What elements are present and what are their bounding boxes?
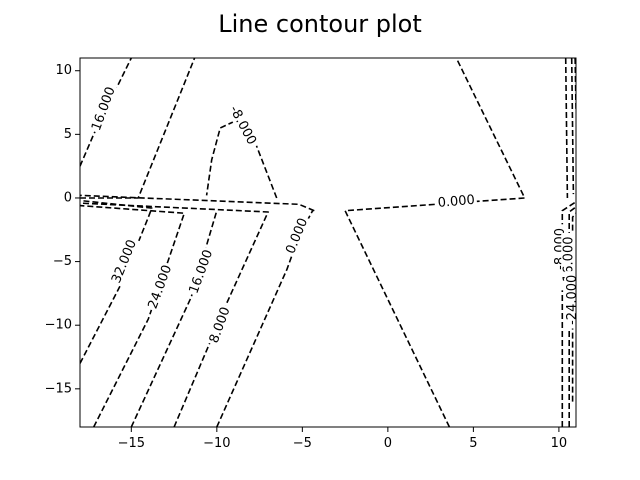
contour-label-text: 16.000 <box>89 85 119 133</box>
contour-label-0: 16.000 <box>87 83 119 135</box>
contour-label-bg <box>185 245 217 298</box>
contour-line-12 <box>568 206 576 427</box>
contour-line-2 <box>80 58 133 167</box>
contour-label-bg <box>282 214 312 258</box>
contour-label-bg <box>435 192 478 211</box>
contour-label-7: 0.000 <box>435 192 478 211</box>
y-tick-label: −5 <box>53 254 72 269</box>
x-tick-label: 5 <box>469 436 477 451</box>
contour-line-7 <box>80 194 315 212</box>
contour-label-3: 16.000 <box>185 245 217 298</box>
contour-label-text: 24.000 <box>146 263 176 311</box>
y-tick-label: −15 <box>45 381 72 396</box>
contour-label-text: 0.000 <box>437 193 475 211</box>
y-axis: 10 5 0 −5 −10 −15 <box>45 63 80 396</box>
contour-label-text: -8.000 <box>226 103 259 147</box>
y-tick-label: 5 <box>64 127 72 142</box>
y-tick-label: −10 <box>45 318 72 333</box>
contour-line-15 <box>570 58 575 195</box>
contour-label-2: 24.000 <box>144 261 176 313</box>
contour-line-9 <box>205 120 235 196</box>
contour-label-bg <box>205 303 234 347</box>
contour-label-1: 32.000 <box>107 235 141 288</box>
contour-line-3 <box>130 210 218 427</box>
contour-label-text: 32.000 <box>109 238 140 286</box>
x-tick-label: −15 <box>118 436 145 451</box>
contour-line-4 <box>80 58 196 199</box>
contour-label-4: 8.000 <box>205 303 234 347</box>
contour-label-bg <box>224 99 262 151</box>
contour-line-14 <box>564 58 569 199</box>
contour-line-5 <box>80 202 269 427</box>
x-tick-label: −10 <box>203 436 230 451</box>
contour-label-bg <box>144 261 176 313</box>
x-tick-label: 10 <box>551 436 568 451</box>
x-tick-label: 0 <box>384 436 392 451</box>
plot-frame <box>79 57 577 428</box>
x-tick-label: −5 <box>293 436 312 451</box>
contour-label-text: 16.000 <box>187 248 217 296</box>
contour-label-5: 0.000 <box>282 214 312 258</box>
chart-title: Line contour plot <box>218 10 422 38</box>
contour-lines <box>80 58 576 427</box>
contour-label-bg <box>87 83 119 135</box>
contour-line-13 <box>571 212 576 402</box>
contour-label-6: -8.000 <box>224 99 262 151</box>
y-tick-label: 0 <box>64 190 72 205</box>
contour-label-10: -24.000 <box>564 271 580 329</box>
x-axis: −15 −10 −5 0 5 10 <box>118 427 568 451</box>
contour-label-bg <box>107 235 141 288</box>
contour-line-11 <box>561 201 576 427</box>
contour-label-text: -24.000 <box>565 275 580 325</box>
contour-label-text: 0.000 <box>283 216 311 256</box>
y-tick-label: 10 <box>55 63 72 78</box>
contour-line-10 <box>344 58 526 427</box>
contour-label-text: 8.000 <box>207 305 234 345</box>
